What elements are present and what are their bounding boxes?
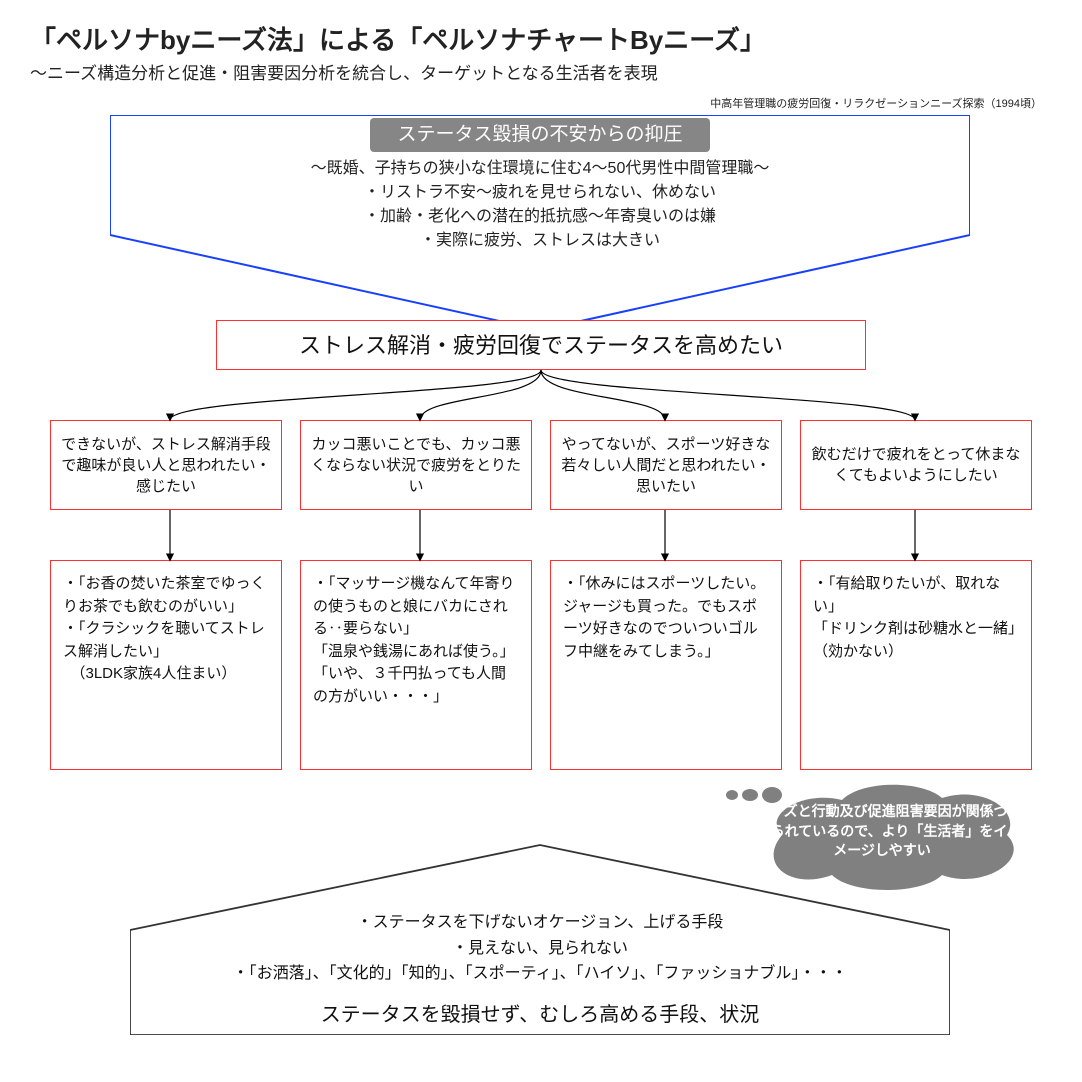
detail-box: ・「有給取りたいが、取れない」 「ドリンク剤は砂糖水と一緒」（効かない） — [800, 560, 1032, 770]
need-box: 飲むだけで疲れをとって休まなくてもよいようにしたい — [800, 420, 1032, 510]
need-box: できないが、ストレス解消手段で趣味が良い人と思われたい・感じたい — [50, 420, 282, 510]
detail-box: ・「休みにはスポーツしたい。ジャージも買った。でもスポーツ好きなのでついついゴル… — [550, 560, 782, 770]
top-arrow-badge: ステータス毀損の不安からの抑圧 — [370, 118, 710, 152]
detail-box: ・「お香の焚いた茶室でゆっくりお茶でも飲むのがいい」 ・「クラシックを聴いてスト… — [50, 560, 282, 770]
page-subtitle: ～ニーズ構造分析と促進・阻害要因分析を統合し、ターゲットとなる生活者を表現 — [30, 59, 1052, 84]
top-arrow: ステータス毀損の不安からの抑圧 ～既婚、子持ちの狭小な住環境に住む4～50代男性… — [110, 115, 970, 335]
goal-box: ストレス解消・疲労回復でステータスを高めたい — [216, 320, 866, 370]
source-note: 中高年管理職の疲労回復・リラクゼーションニーズ探索（1994頃） — [710, 95, 1042, 111]
details-row: ・「お香の焚いた茶室でゆっくりお茶でも飲むのがいい」 ・「クラシックを聴いてスト… — [50, 560, 1032, 770]
bottom-arrow-body: ・ステータスを下げないオケージョン、上げる手段 ・見えない、見られない ・「お洒… — [190, 910, 890, 987]
need-box: カッコ悪いことでも、カッコ悪くならない状況で疲労をとりたい — [300, 420, 532, 510]
bottom-arrow: ・ステータスを下げないオケージョン、上げる手段 ・見えない、見られない ・「お洒… — [130, 840, 950, 1035]
needs-row: できないが、ストレス解消手段で趣味が良い人と思われたい・感じたい カッコ悪いこと… — [50, 420, 1032, 510]
top-arrow-body: ～既婚、子持ちの狭小な住環境に住む4～50代男性中間管理職～ ・リストラ不安～疲… — [200, 157, 880, 253]
need-box: やってないが、スポーツ好きな若々しい人間だと思われたい・思いたい — [550, 420, 782, 510]
detail-box: ・「マッサージ機なんて年寄りの使うものと娘にバカにされる‥要らない」 「温泉や銭… — [300, 560, 532, 770]
page-title: 「ペルソナbyニーズ法」による「ペルソナチャートByニーズ」 — [30, 20, 1052, 57]
bottom-arrow-footer: ステータスを毀損せず、むしろ高める手段、状況 — [250, 998, 830, 1027]
